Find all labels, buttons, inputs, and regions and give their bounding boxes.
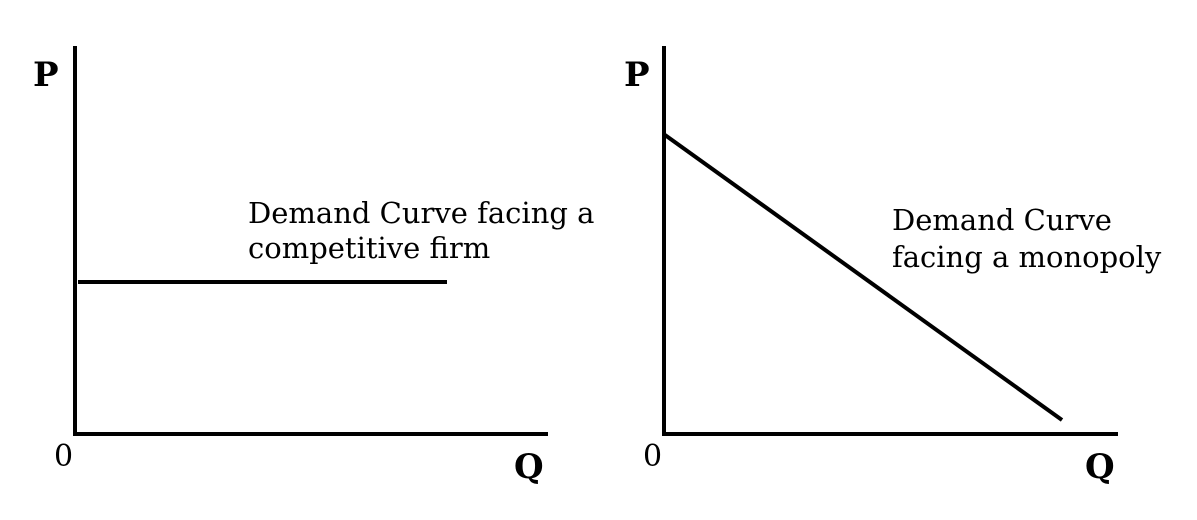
monopoly-curve-caption-line1: Demand Curve	[892, 203, 1112, 237]
monopoly-panel: P Q 0 Demand Curve facing a monopoly	[624, 46, 1162, 487]
left-y-axis-label: P	[33, 55, 59, 95]
monopoly-curve-caption-line2: facing a monopoly	[892, 240, 1162, 274]
left-origin-label: 0	[54, 439, 73, 474]
competitive-curve-caption-line1: Demand Curve facing a	[248, 196, 594, 230]
left-x-axis-label: Q	[514, 447, 544, 487]
right-origin-label: 0	[643, 439, 662, 474]
right-x-axis-label: Q	[1085, 447, 1115, 487]
right-y-axis-label: P	[624, 55, 650, 95]
monopoly-demand-curve	[663, 133, 1064, 422]
competitive-firm-panel: P Q 0 Demand Curve facing a competitive …	[33, 46, 594, 487]
competitive-curve-caption-line2: competitive firm	[248, 231, 490, 265]
